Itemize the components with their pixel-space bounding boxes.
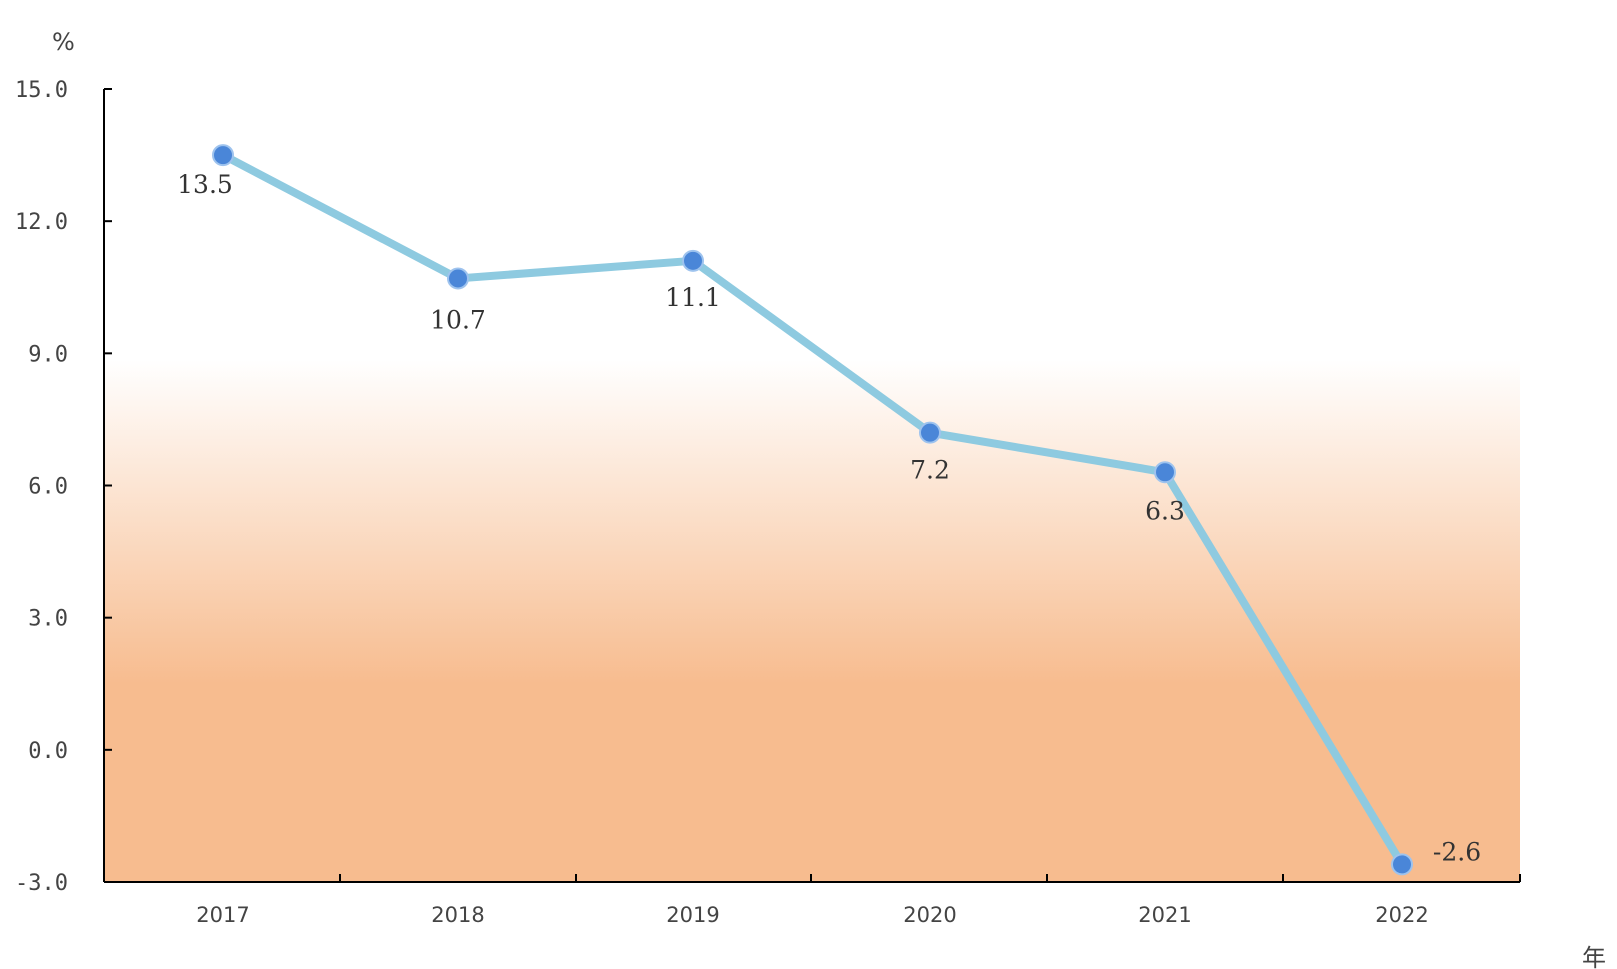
y-tick-label: 12.0 (15, 210, 68, 235)
x-tick-label: 2019 (666, 903, 719, 927)
y-axis-ticks: 15.0 12.0 9.0 6.0 3.0 0.0 -3.0 (15, 78, 112, 896)
data-label: 10.7 (430, 305, 486, 334)
series-line (219, 151, 1406, 869)
data-point (212, 144, 234, 167)
x-tick-label: 2018 (431, 903, 484, 927)
x-axis-unit-label: 年 (1582, 944, 1606, 969)
data-label: 13.5 (177, 170, 233, 199)
data-point (447, 267, 469, 290)
data-label: -2.6 (1433, 837, 1481, 866)
x-tick-label: 2017 (196, 903, 249, 927)
y-tick-label: 15.0 (15, 78, 68, 103)
data-point (1391, 853, 1413, 876)
y-axis-unit-label: % (52, 28, 75, 56)
data-label: 6.3 (1145, 496, 1185, 525)
y-tick-label: 9.0 (28, 342, 68, 367)
data-labels: 13.5 10.7 11.1 7.2 6.3 -2.6 (177, 170, 1481, 866)
x-tick-label: 2020 (903, 903, 956, 927)
plot-background (104, 360, 1520, 882)
data-label: 7.2 (910, 456, 950, 485)
x-tick-label: 2021 (1138, 903, 1191, 927)
x-tick-label: 2022 (1375, 903, 1428, 927)
y-tick-label: -3.0 (15, 871, 68, 896)
y-tick-label: 0.0 (28, 739, 68, 764)
data-label: 11.1 (665, 283, 721, 312)
x-axis-ticks: 2017 2018 2019 2020 2021 2022 (196, 874, 1521, 927)
y-tick-label: 3.0 (28, 607, 68, 632)
y-tick-label: 6.0 (28, 475, 68, 500)
data-point (682, 249, 704, 272)
data-points (212, 144, 1413, 876)
data-point (1154, 461, 1176, 484)
series-line-path (219, 151, 1406, 869)
data-point (919, 421, 941, 444)
